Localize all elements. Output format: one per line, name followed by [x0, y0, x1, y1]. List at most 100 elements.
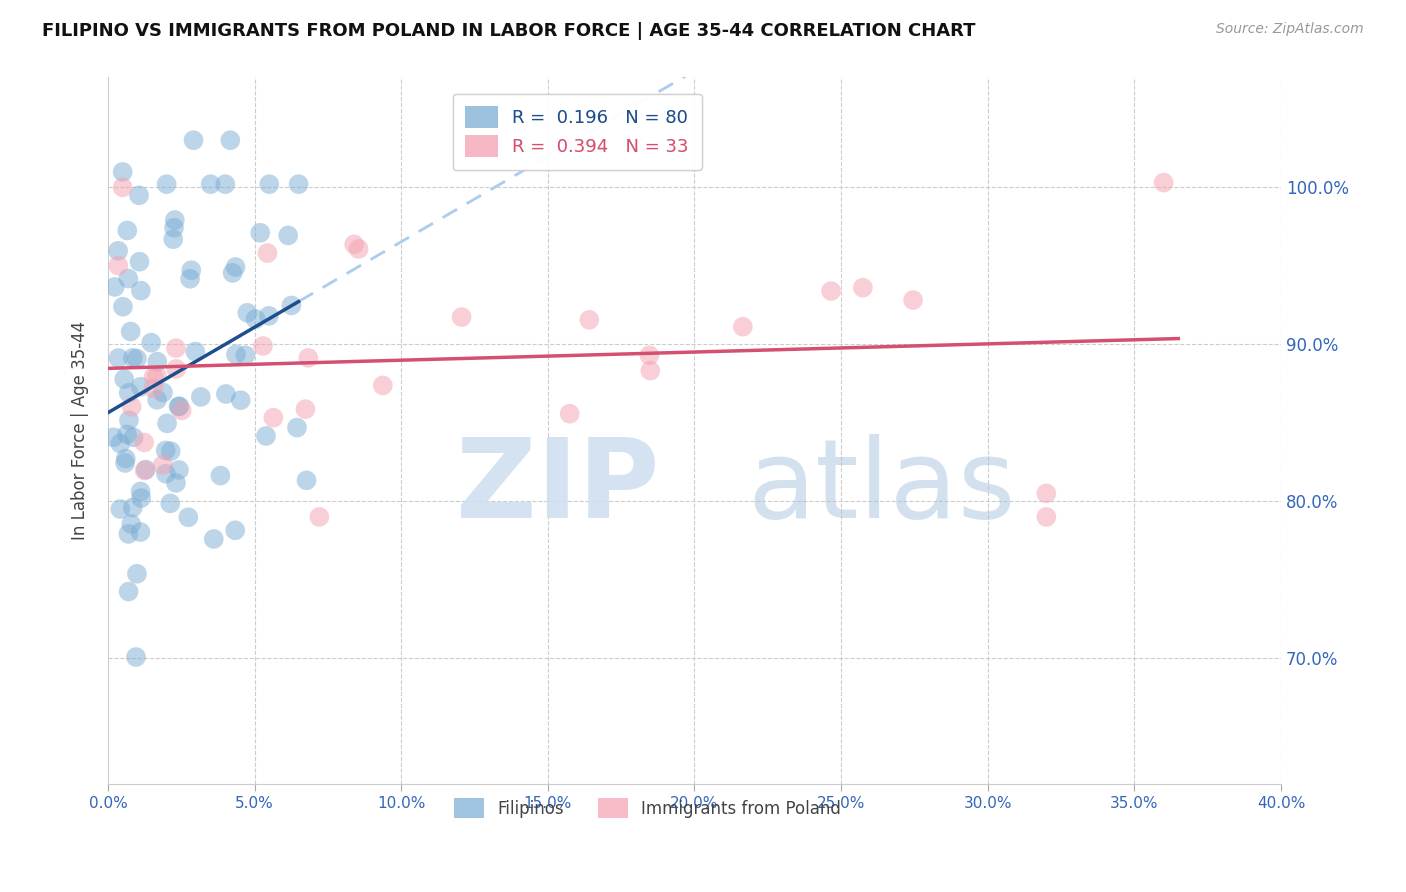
Point [121, 400, 143, 414]
Point [117, 584, 139, 599]
Point [170, 403, 193, 417]
Point [118, 385, 141, 400]
Point [295, 473, 318, 487]
Point [371, 378, 394, 392]
Point [245, 312, 267, 326]
Point [202, 532, 225, 546]
Point [558, 407, 581, 421]
Point [156, 177, 179, 191]
Point [225, 347, 247, 361]
Point [142, 369, 165, 384]
Point [179, 272, 201, 286]
Point [280, 298, 302, 312]
Point [852, 281, 875, 295]
Point [107, 259, 129, 273]
Point [118, 413, 141, 427]
Point [129, 284, 152, 298]
Point [224, 524, 246, 538]
Point [125, 351, 148, 366]
Point [107, 244, 129, 258]
Point [1035, 486, 1057, 500]
Point [135, 462, 157, 476]
Point [184, 344, 207, 359]
Text: FILIPINO VS IMMIGRANTS FROM POLAND IN LABOR FORCE | AGE 35-44 CORRELATION CHART: FILIPINO VS IMMIGRANTS FROM POLAND IN LA… [42, 22, 976, 40]
Point [146, 392, 169, 407]
Point [450, 310, 472, 324]
Point [347, 242, 370, 256]
Point [162, 232, 184, 246]
Point [128, 188, 150, 202]
Point [146, 354, 169, 368]
Point [104, 280, 127, 294]
Point [117, 223, 139, 237]
Point [169, 399, 191, 413]
Point [115, 427, 138, 442]
Point [638, 348, 661, 362]
Point [120, 325, 142, 339]
Point [294, 402, 316, 417]
Point [343, 237, 366, 252]
Point [215, 387, 238, 401]
Point [262, 410, 284, 425]
Point [103, 430, 125, 444]
Point [163, 220, 186, 235]
Point [225, 260, 247, 274]
Point [159, 496, 181, 510]
Text: ZIP: ZIP [456, 434, 659, 541]
Point [1035, 509, 1057, 524]
Point [167, 463, 190, 477]
Point [112, 372, 135, 386]
Point [901, 293, 924, 307]
Point [152, 458, 174, 472]
Point [114, 456, 136, 470]
Point [167, 400, 190, 414]
Point [152, 385, 174, 400]
Point [128, 254, 150, 268]
Point [129, 380, 152, 394]
Point [235, 348, 257, 362]
Point [122, 430, 145, 444]
Point [259, 177, 281, 191]
Point [256, 246, 278, 260]
Y-axis label: In Labor Force | Age 35-44: In Labor Force | Age 35-44 [72, 321, 89, 541]
Point [129, 491, 152, 505]
Point [214, 177, 236, 191]
Point [107, 351, 129, 365]
Point [287, 177, 309, 191]
Point [219, 133, 242, 147]
Point [297, 351, 319, 365]
Point [156, 417, 179, 431]
Point [165, 341, 187, 355]
Point [254, 429, 277, 443]
Point [155, 467, 177, 481]
Point [120, 516, 142, 531]
Point [180, 263, 202, 277]
Point [640, 363, 662, 377]
Point [257, 309, 280, 323]
Point [129, 484, 152, 499]
Point [121, 500, 143, 515]
Point [308, 509, 330, 524]
Point [221, 266, 243, 280]
Point [200, 177, 222, 191]
Point [578, 313, 600, 327]
Point [146, 368, 169, 383]
Point [249, 226, 271, 240]
Point [1153, 176, 1175, 190]
Point [285, 420, 308, 434]
Legend: Filipinos, Immigrants from Poland: Filipinos, Immigrants from Poland [447, 791, 848, 825]
Point [114, 451, 136, 466]
Point [209, 468, 232, 483]
Point [159, 444, 181, 458]
Point [111, 300, 134, 314]
Point [165, 362, 187, 376]
Point [820, 284, 842, 298]
Text: atlas: atlas [747, 434, 1015, 541]
Point [117, 527, 139, 541]
Point [117, 271, 139, 285]
Point [229, 393, 252, 408]
Point [731, 319, 754, 334]
Point [155, 443, 177, 458]
Point [252, 339, 274, 353]
Point [125, 650, 148, 665]
